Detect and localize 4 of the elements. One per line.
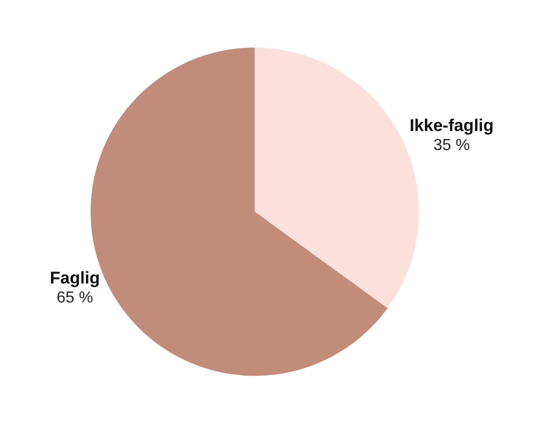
slice-label: Ikke-faglig <box>410 116 494 135</box>
slice-label: Faglig <box>50 268 100 288</box>
data-label: 35 % <box>433 136 470 154</box>
data-label: 65 % <box>56 290 94 307</box>
